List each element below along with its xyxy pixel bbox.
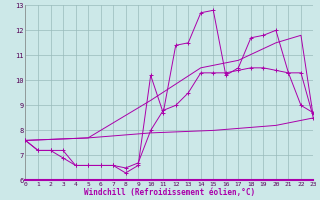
X-axis label: Windchill (Refroidissement éolien,°C): Windchill (Refroidissement éolien,°C) [84,188,255,197]
